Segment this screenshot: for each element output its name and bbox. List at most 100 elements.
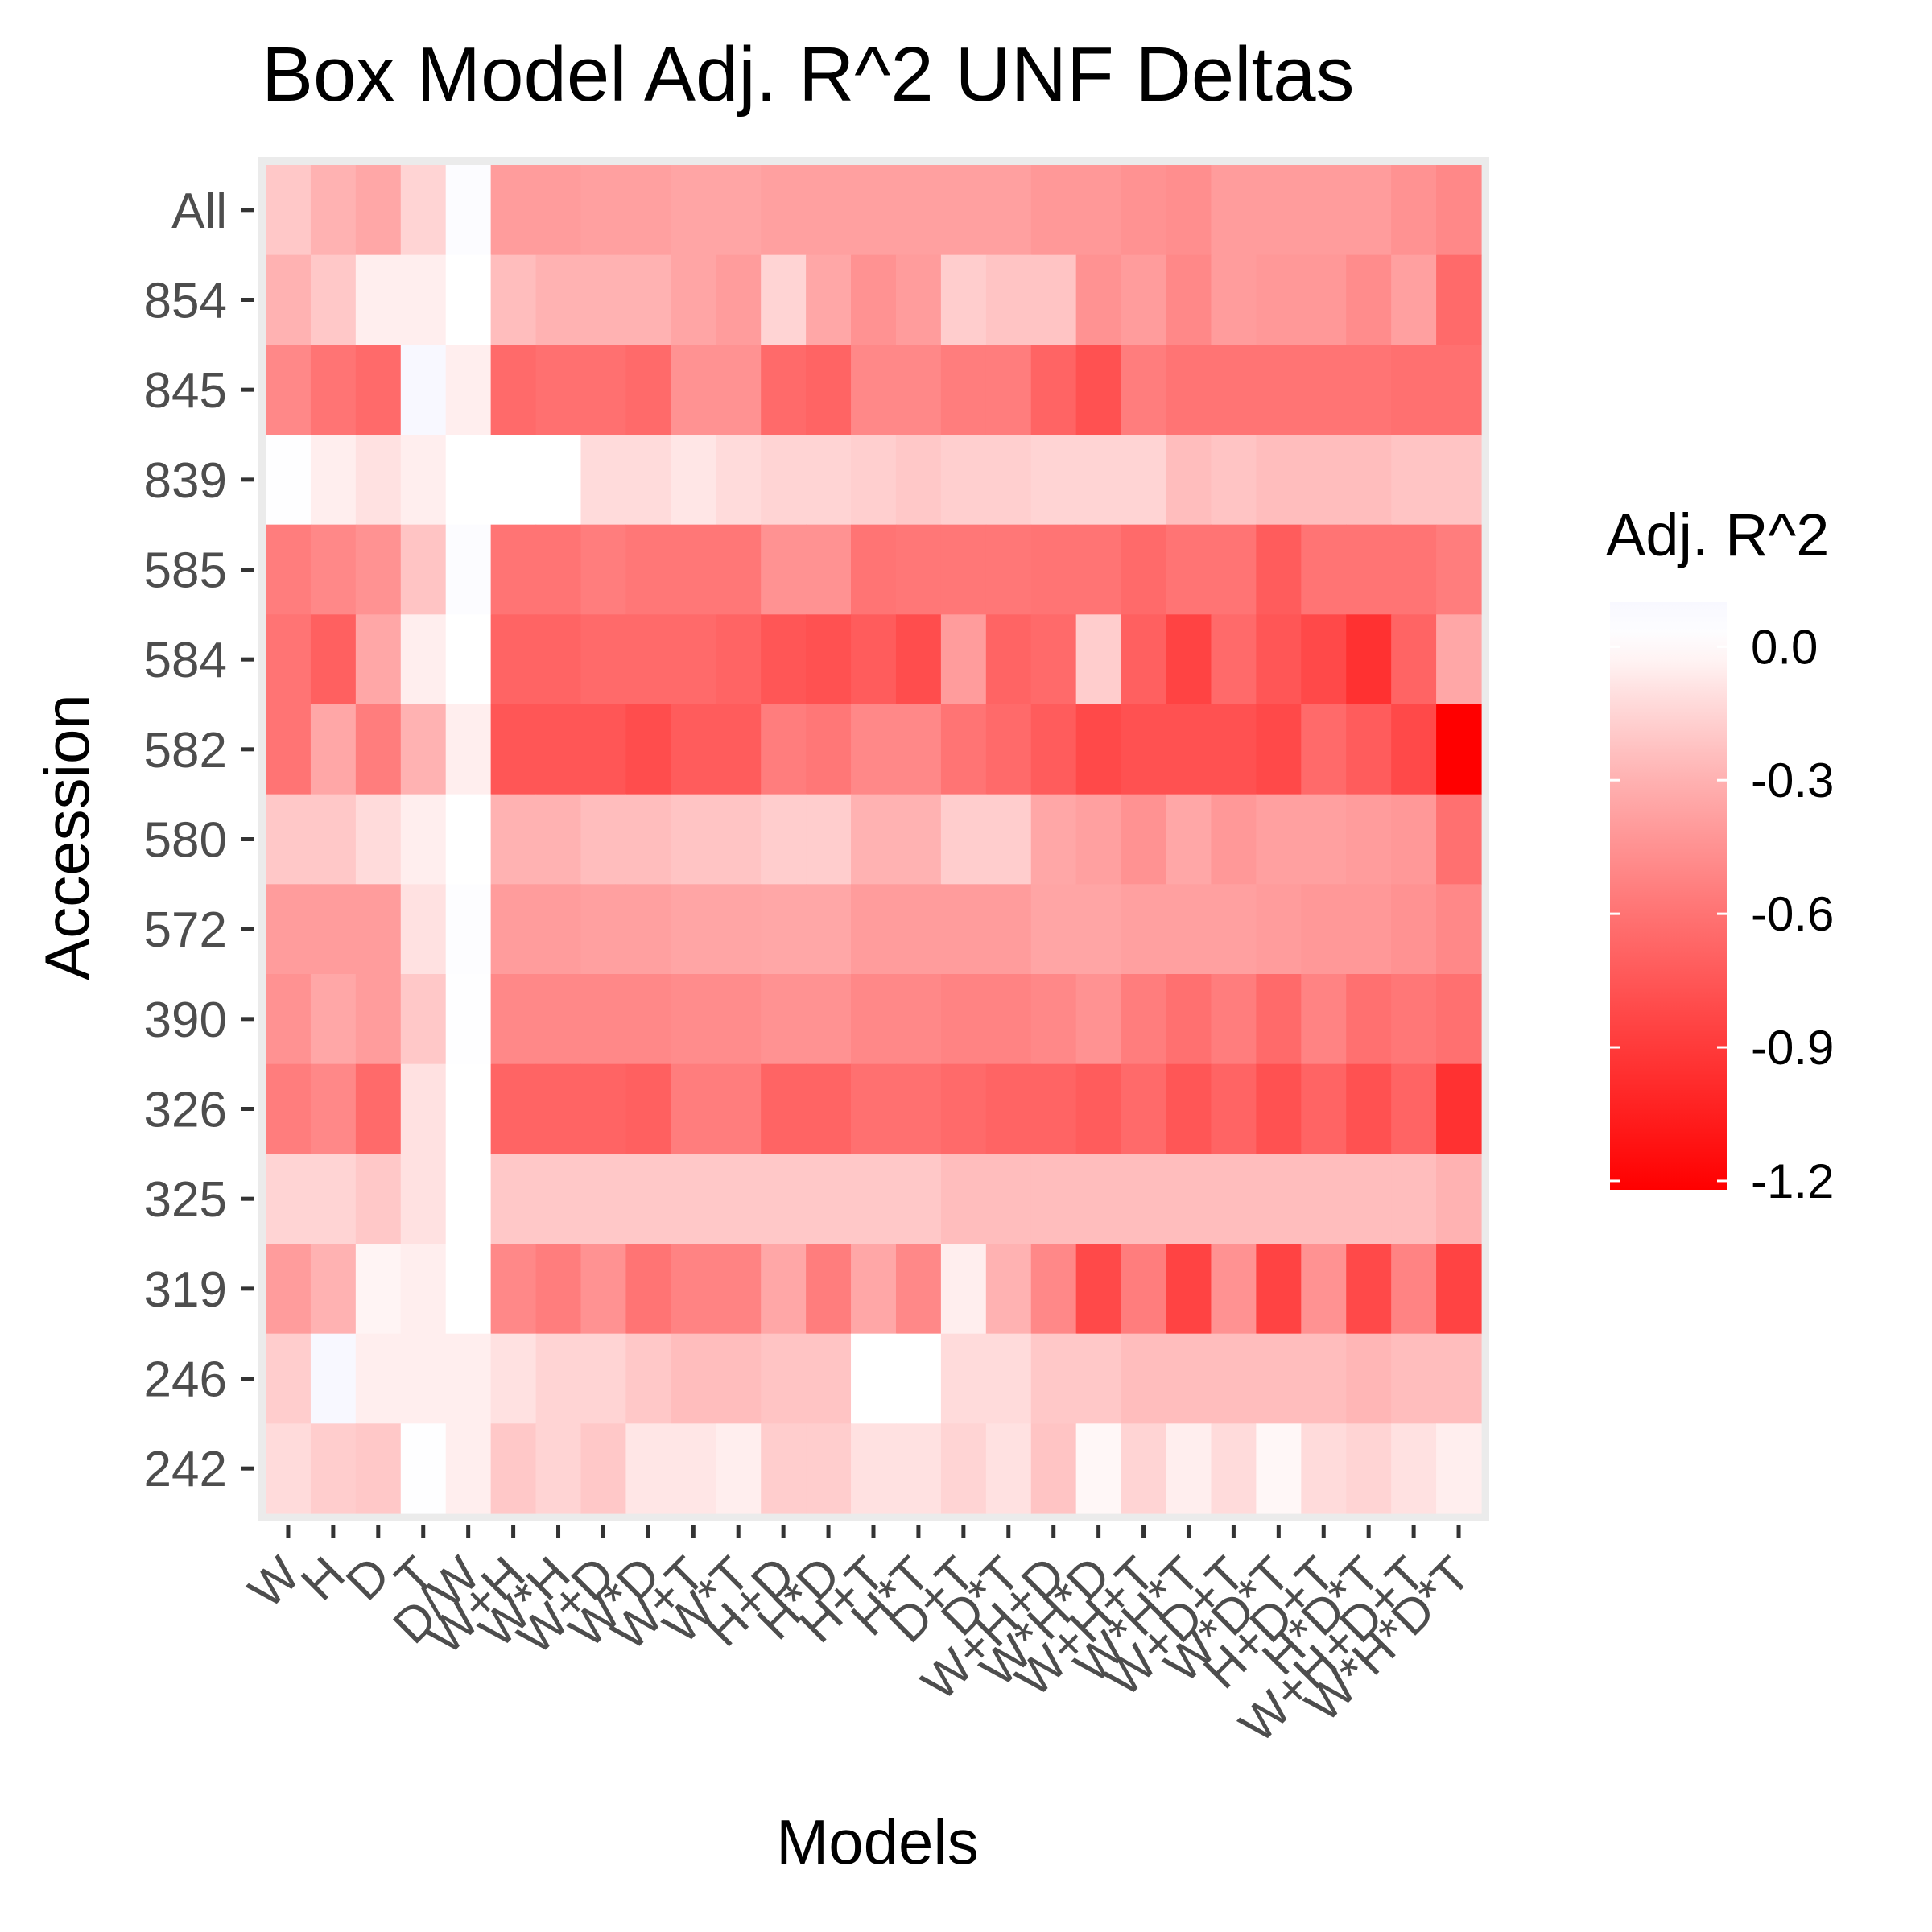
heatmap-cell	[625, 1063, 671, 1154]
heatmap-cell	[1256, 435, 1302, 526]
heatmap-cell	[580, 524, 627, 615]
legend-tick-label: -0.9	[1751, 1021, 1834, 1075]
legend-tick-label: -1.2	[1751, 1154, 1834, 1208]
heatmap-cell	[761, 1423, 807, 1514]
heatmap-cell	[266, 1063, 312, 1154]
heatmap-cell	[1166, 1333, 1212, 1424]
heatmap-cell	[1166, 974, 1212, 1065]
heatmap-cell	[1166, 704, 1212, 795]
heatmap-cell	[1391, 974, 1437, 1065]
heatmap-cell	[940, 614, 987, 705]
heatmap-cell	[716, 1154, 762, 1245]
heatmap-cell	[1301, 1423, 1347, 1514]
heatmap-cell	[1256, 165, 1302, 256]
heatmap-cell	[400, 345, 447, 436]
heatmap-cell	[1121, 1063, 1167, 1154]
heatmap-cell	[1436, 614, 1482, 705]
heatmap-cell	[1301, 1333, 1347, 1424]
heatmap-cell	[1436, 345, 1482, 436]
heatmap-cell	[985, 614, 1032, 705]
heatmap-cell	[851, 345, 897, 436]
heatmap-cell	[1166, 614, 1212, 705]
heatmap-cell	[671, 614, 716, 705]
heatmap-cell	[535, 614, 582, 705]
heatmap-cell	[761, 1154, 807, 1245]
heatmap-cell	[535, 974, 582, 1065]
heatmap-cell	[1121, 1333, 1167, 1424]
heatmap-cell	[851, 254, 897, 345]
heatmap-cell	[671, 704, 716, 795]
heatmap-cell	[1121, 165, 1167, 256]
heatmap-cell	[580, 435, 627, 526]
heatmap-cell	[580, 345, 627, 436]
heatmap-cell	[851, 974, 897, 1065]
y-tick-label: 839	[144, 453, 227, 509]
heatmap-cell	[310, 254, 357, 345]
heatmap-cell	[355, 884, 402, 975]
heatmap-cell	[806, 1063, 852, 1154]
y-tick-label: 246	[144, 1352, 227, 1408]
heatmap-cell	[310, 1154, 357, 1245]
heatmap-cell	[1436, 254, 1482, 345]
heatmap-cell	[310, 524, 357, 615]
heatmap-cell	[355, 614, 402, 705]
heatmap-cell	[1075, 524, 1122, 615]
heatmap-cell	[1256, 1244, 1302, 1335]
y-axis-title: Accession	[31, 694, 102, 980]
heatmap-cell	[1030, 254, 1077, 345]
heatmap-cell	[851, 1333, 897, 1424]
heatmap-cell	[1436, 974, 1482, 1065]
heatmap-cell	[1030, 974, 1077, 1065]
heatmap-cell	[1211, 1423, 1257, 1514]
heatmap-cell	[310, 345, 357, 436]
y-tick-label: 325	[144, 1172, 227, 1228]
heatmap-cell	[400, 704, 447, 795]
heatmap-cell	[806, 1244, 852, 1335]
heatmap-cell	[400, 1063, 447, 1154]
heatmap-cell	[490, 884, 537, 975]
heatmap-cell	[1301, 884, 1347, 975]
heatmap-cell	[895, 1333, 942, 1424]
heatmap-cell	[761, 345, 807, 436]
heatmap-cell	[490, 794, 537, 885]
heatmap-cell	[1121, 614, 1167, 705]
heatmap-cell	[1075, 345, 1122, 436]
heatmap-cell	[1436, 1333, 1482, 1424]
heatmap-cell	[1256, 974, 1302, 1065]
heatmap-cell	[625, 1423, 671, 1514]
heatmap-cell	[535, 1154, 582, 1245]
heatmap-cell	[1075, 614, 1122, 705]
heatmap-cell	[580, 1423, 627, 1514]
heatmap-cell	[761, 614, 807, 705]
heatmap-cell	[761, 704, 807, 795]
heatmap-cell	[400, 435, 447, 526]
heatmap-cell	[310, 435, 357, 526]
heatmap-cell	[535, 1063, 582, 1154]
heatmap-cell	[1436, 1423, 1482, 1514]
heatmap-cell	[716, 884, 762, 975]
heatmap-cell	[535, 704, 582, 795]
heatmap-cell	[445, 1244, 492, 1335]
heatmap-cell	[1166, 1154, 1212, 1245]
heatmap-cell	[266, 1244, 312, 1335]
y-tick-label: 319	[144, 1262, 227, 1318]
heatmap-cell	[716, 1423, 762, 1514]
heatmap-cell	[490, 1244, 537, 1335]
heatmap-cell	[985, 1333, 1032, 1424]
heatmap-cell	[1166, 165, 1212, 256]
heatmap-cell	[625, 1154, 671, 1245]
heatmap-cell	[1211, 614, 1257, 705]
heatmap-cell	[895, 165, 942, 256]
heatmap-cell	[580, 614, 627, 705]
heatmap-cell	[1301, 345, 1347, 436]
heatmap-cell	[1075, 794, 1122, 885]
heatmap-cell	[1075, 435, 1122, 526]
legend-title: Adj. R^2	[1606, 502, 1829, 568]
heatmap-cell	[310, 614, 357, 705]
heatmap-cell	[895, 1244, 942, 1335]
heatmap-cell	[490, 1154, 537, 1245]
heatmap-cell	[1346, 794, 1392, 885]
heatmap-cell	[266, 1154, 312, 1245]
heatmap-cell	[625, 1333, 671, 1424]
heatmap-cell	[535, 884, 582, 975]
